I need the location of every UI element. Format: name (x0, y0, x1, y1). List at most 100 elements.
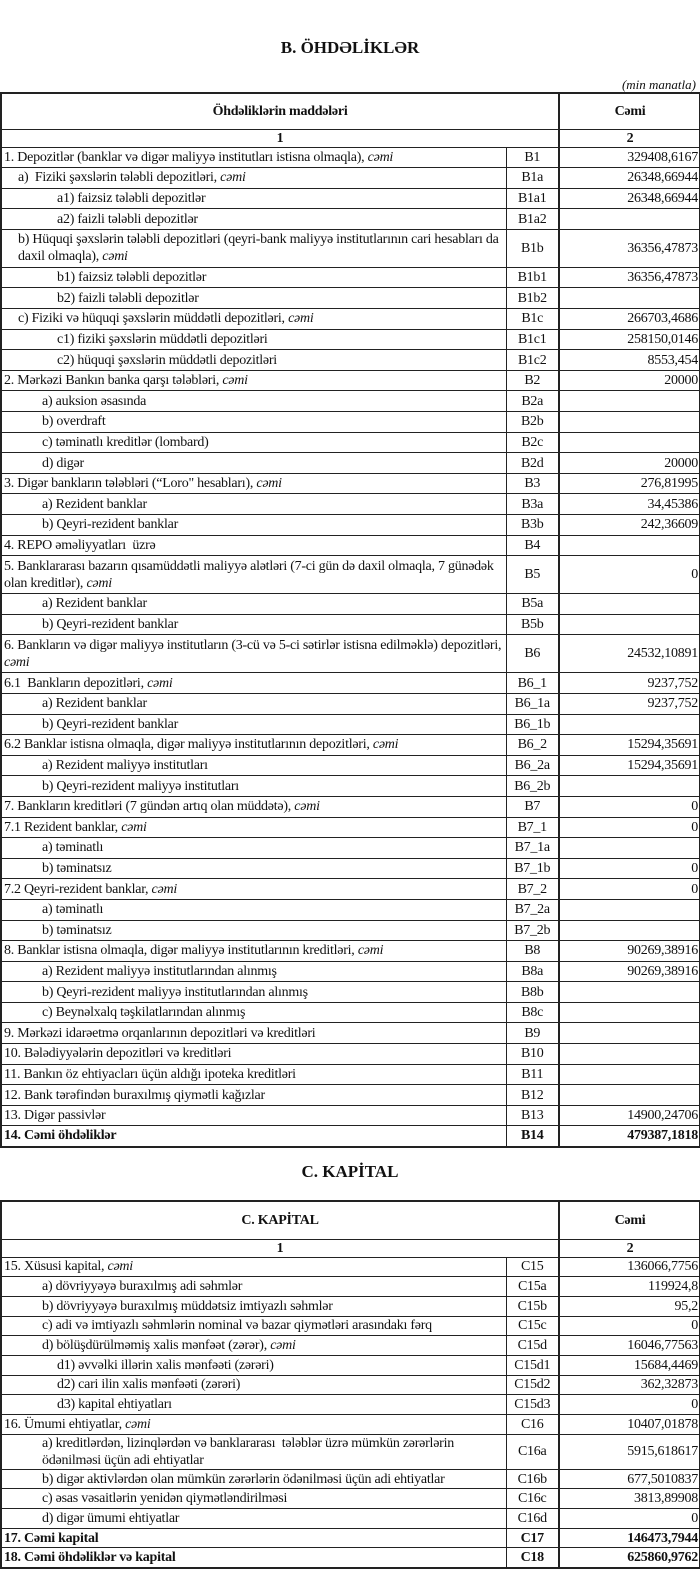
row-label-text: b1) faizsiz tələbli depozitlər (57, 270, 207, 286)
table-row: a1) faizsiz tələbli depozitlər B1a1 26348,… (0, 187, 700, 210)
row-label-text: 1. Depozitlər (banklar və digər maliyyə … (4, 149, 368, 165)
row-label-text: a) Rezident maliyyə institutları (42, 758, 208, 774)
row-value: 8553,454 (558, 349, 700, 371)
row-code: B6_2a (505, 754, 560, 777)
row-code: B1c1 (505, 328, 560, 351)
table-row: d1) əvvəlki illərin xalis mənfəəti (zərə… (0, 1354, 700, 1376)
column-number-2: 2 (558, 128, 700, 148)
row-label-total-marker: cəmi (270, 1338, 296, 1354)
row-code: B1c2 (505, 349, 560, 371)
row-code: B1b1 (505, 266, 560, 289)
row-label-text: b) digər aktivlərdən olan mümkün zərərlə… (42, 1471, 445, 1487)
table-row: a) Rezident maliyyə institutlarından alı… (0, 960, 700, 983)
row-value: 14900,24706 (558, 1104, 700, 1127)
row-label: 17. Cəmi kapital (0, 1527, 507, 1549)
row-code: B2c (505, 431, 560, 454)
row-label: a) Rezident banklar (0, 692, 507, 715)
row-code: B12 (505, 1084, 560, 1106)
row-code: B5a (505, 593, 560, 615)
row-value: 266703,4686 (558, 308, 700, 330)
row-code: C15c (505, 1315, 560, 1337)
row-label-text: b2) faizli tələbli depozitlər (57, 290, 199, 306)
row-label-text: b) dövriyyəyə buraxılmış müddətsiz imtiy… (42, 1298, 333, 1314)
row-code: B13 (505, 1104, 560, 1127)
row-code: C15 (505, 1256, 560, 1278)
row-value (558, 713, 700, 736)
row-code: B2d (505, 452, 560, 474)
table-row: a) Rezident maliyyə institutları B6_2a 152… (0, 754, 700, 777)
row-label: b) digər aktivlərdən olan mümkün zərərlə… (0, 1468, 507, 1490)
row-label-text: a) Rezident banklar (42, 696, 147, 712)
row-code: C18 (505, 1547, 560, 1569)
row-value: 36356,47873 (558, 266, 700, 289)
row-code: C16 (505, 1414, 560, 1435)
row-label: 7. Bankların kreditləri (7 gündən artıq … (0, 795, 507, 818)
table-row: d) digər B2d 20000 (0, 452, 700, 474)
row-label-text: d3) kapital ehtiyatları (57, 1397, 172, 1413)
row-label-text: 18. Cəmi öhdəliklər və kapital (4, 1550, 176, 1566)
row-value (558, 898, 700, 921)
row-code: B6 (505, 634, 560, 674)
row-label-text: 7.1 Rezident banklar, (4, 819, 122, 835)
table-row: 12. Bank tərəfindən buraxılmış qiymətli … (0, 1084, 700, 1106)
table-row: b) overdraft B2b (0, 411, 700, 433)
row-label-text: d2) cari ilin xalis mənfəəti (zərəri) (57, 1377, 241, 1393)
table-row: 18. Cəmi öhdəliklər və kapital C18 625860,… (0, 1547, 700, 1569)
row-label: a) təminatlı (0, 898, 507, 921)
row-label-text: a) Fiziki şəxslərin tələbli depozitləri, (18, 170, 221, 186)
row-value: 677,5010837 (558, 1468, 700, 1490)
row-label-text: c1) fiziki şəxslərin müddətli depozitlər… (57, 331, 268, 347)
table-row: 17. Cəmi kapital C17 146473,7944 (0, 1527, 700, 1549)
row-label-text: b) Qeyri-rezident banklar (42, 617, 179, 633)
row-label-text: 7. Bankların kreditləri (7 gündən artıq … (4, 799, 295, 815)
row-value: 20000 (558, 452, 700, 474)
row-label-text: b) overdraft (42, 414, 106, 430)
row-label: d) digər ümumi ehtiyatlar (0, 1508, 507, 1529)
row-value (558, 1084, 700, 1106)
row-label-text: 6.2 Banklar istisna olmaqla, digər maliy… (4, 737, 373, 753)
row-label-text: 12. Bank tərəfindən buraxılmış qiymətli … (4, 1087, 265, 1103)
header-items: Öhdəliklərin maddələri (0, 92, 560, 130)
row-label-text: 11. Bankın öz ehtiyacları üçün aldığı ip… (4, 1066, 296, 1082)
table-row: c) əsas vəsaitlərin yenidən qiymətləndir… (0, 1488, 700, 1510)
table-row: 6.1 Bankların depozitləri, cəmi B6_1 9237,… (0, 672, 700, 694)
row-code: B3b (505, 514, 560, 536)
row-value (558, 431, 700, 454)
row-label-text: a) dövriyyəyə buraxılmış adi səhmlər (42, 1279, 243, 1295)
row-code: C15d1 (505, 1354, 560, 1376)
table-row: a) Fiziki şəxslərin tələbli depozitləri,… (0, 167, 700, 189)
capital-table: C. KAPİTAL Cəmi 1 2 15. Xüsusi kapital, … (0, 1200, 700, 1569)
table-row: 5. Banklararası bazarın qısamüddətli mal… (0, 555, 700, 595)
row-label-text: b) təminatsız (42, 922, 112, 938)
row-value: 136066,7756 (558, 1256, 700, 1278)
header-total: Cəmi (558, 92, 700, 130)
column-number-row: 1 2 (0, 128, 700, 148)
row-label: d3) kapital ehtiyatları (0, 1394, 507, 1415)
row-value: 3813,89908 (558, 1488, 700, 1510)
table-row: a) kreditlərdən, lizinqlərdən və banklar… (0, 1433, 700, 1470)
row-label: 2. Mərkəzi Bankın banka qarşı tələbləri,… (0, 369, 507, 392)
unit-note: (min manatla) (621, 77, 696, 92)
row-label: 12. Bank tərəfindən buraxılmış qiymətli … (0, 1084, 507, 1106)
row-label-total-marker: cəmi (4, 654, 30, 670)
row-code: B7_1a (505, 837, 560, 859)
row-label-text: b) Qeyri-rezident banklar (42, 716, 179, 732)
row-value: 10407,01878 (558, 1414, 700, 1435)
row-label: c) adi və imtiyazlı səhmlərin nominal və… (0, 1315, 507, 1337)
row-label: c2) hüquqi şəxslərin müddətli depozitlər… (0, 349, 507, 371)
row-code: B10 (505, 1043, 560, 1065)
row-label-text: a) Rezident maliyyə institutlarından alı… (42, 963, 277, 979)
row-code: B8 (505, 940, 560, 962)
table-row: a) təminatlı B7_2a (0, 898, 700, 921)
table-row: d) digər ümumi ehtiyatlar C16d 0 (0, 1508, 700, 1529)
row-label-total-marker: cəmi (372, 737, 399, 753)
row-label-text: 8. Banklar istisna olmaqla, digər maliyy… (4, 943, 358, 959)
row-label: 1. Depozitlər (banklar və digər maliyyə … (0, 146, 507, 169)
row-label-text: b) Qeyri-rezident maliyyə institutlarınd… (42, 984, 308, 1000)
row-label: 5. Banklararası bazarın qısamüddətli mal… (0, 555, 507, 595)
row-value: 26348,66944 (558, 187, 700, 210)
row-label-text: a) təminatlı (42, 840, 104, 856)
row-label: 11. Bankın öz ehtiyacları üçün aldığı ip… (0, 1063, 507, 1086)
row-value (558, 534, 700, 557)
table-row: a) Rezident banklar B5a (0, 593, 700, 615)
